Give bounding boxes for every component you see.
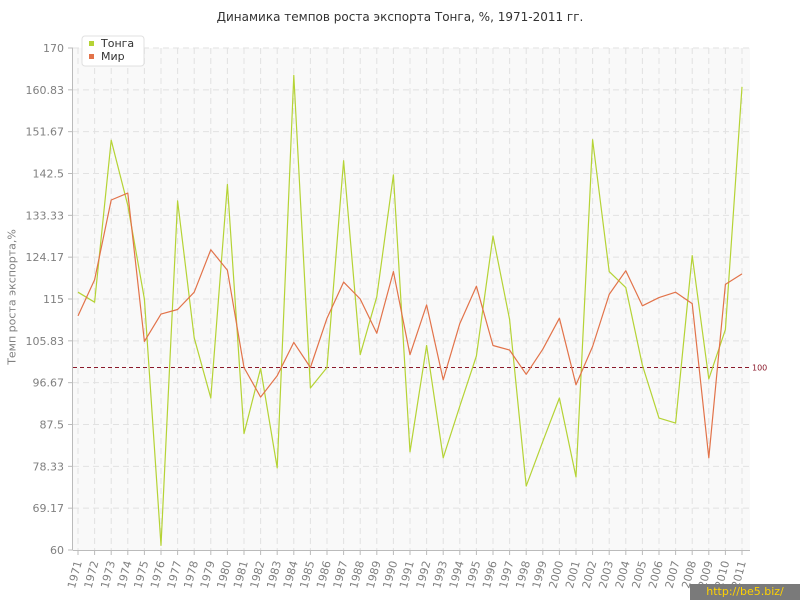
y-tick-label: 142.5 <box>33 168 65 181</box>
y-tick-label: 87.5 <box>40 419 65 432</box>
legend-box <box>81 35 145 67</box>
series-lines <box>77 74 743 547</box>
legend-label: Мир <box>101 50 125 63</box>
y-tick-label: 115 <box>43 293 64 306</box>
legend-swatch <box>89 54 94 59</box>
y-tick-label: 60 <box>50 544 64 557</box>
x-tick-labels: 1971197219731974197519761977197819791980… <box>65 550 749 590</box>
y-tick-label: 170 <box>43 42 64 55</box>
y-tick-label: 124.17 <box>26 251 65 264</box>
chart-title: Динамика темпов роста экспорта Тонга, %,… <box>216 10 584 24</box>
reference-line-label: 100 <box>752 363 767 372</box>
y-tick-label: 133.33 <box>26 209 65 222</box>
legend-swatch <box>89 41 94 46</box>
series-line <box>77 74 743 547</box>
y-tick-labels: 60 69.17 78.33 87.5 96.67 105.83 115 124.17 133.… <box>26 42 73 557</box>
legend-label: Тонга <box>100 37 134 50</box>
y-tick-label: 160.83 <box>26 84 65 97</box>
series-line <box>77 192 743 459</box>
watermark[interactable]: http://be5.biz/ <box>690 584 800 600</box>
y-tick-label: 105.83 <box>26 335 65 348</box>
reference-line-group: 100 <box>73 363 767 372</box>
y-tick-label: 69.17 <box>33 502 65 515</box>
y-tick-label: 78.33 <box>33 460 65 473</box>
y-tick-label: 96.67 <box>33 377 65 390</box>
y-tick-label: 151.67 <box>26 126 65 139</box>
